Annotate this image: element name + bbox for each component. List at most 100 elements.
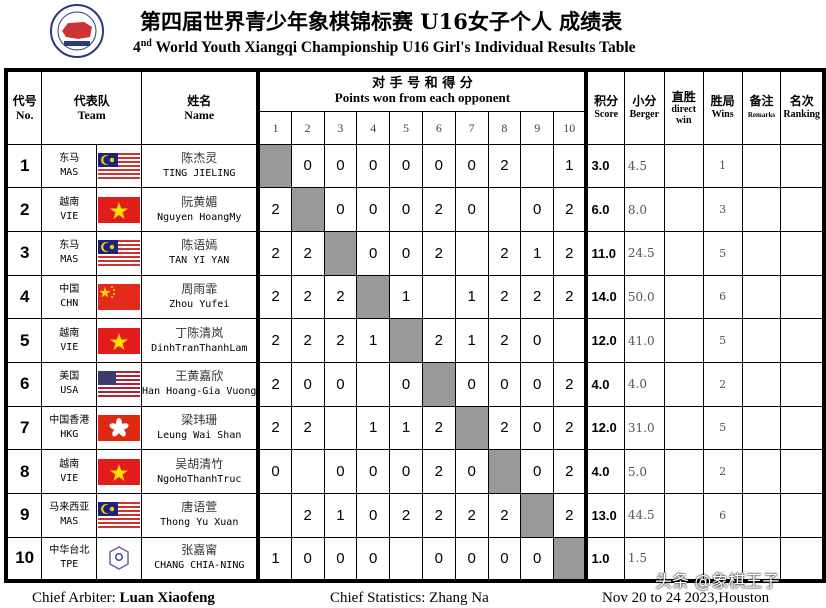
self-cell	[323, 230, 358, 276]
name-cn: 周雨霏	[181, 281, 218, 296]
player-name: 王黄嘉欣 Han Hoang-Gia Vuong	[141, 361, 261, 407]
berger: 4.0	[623, 361, 665, 407]
date-place: Nov 20 to 24 2023,Houston	[602, 590, 770, 606]
header-name: 姓名 Name	[141, 69, 261, 145]
points-cell: 1	[389, 274, 423, 320]
team-en: TPE	[60, 559, 79, 571]
table-row: 8 越南 VIE 吴胡清竹 NgoHoThanhTruc 0 0 0 0 2 0 0 2 4.0 5.0 2	[5, 449, 825, 494]
points-cell: 1	[356, 318, 391, 363]
flag-cell	[96, 449, 143, 494]
score: 13.0	[584, 493, 625, 538]
points-cell: 0	[323, 536, 358, 582]
points-cell: 0	[356, 187, 391, 232]
team-cn: 中国香港	[49, 414, 90, 426]
points-cell	[520, 143, 555, 189]
points-cell: 2	[421, 493, 456, 538]
points-cell: 1	[389, 405, 423, 451]
points-cell: 2	[487, 230, 522, 276]
name-en: Thong Yu Xuan	[160, 517, 239, 529]
team-cn: 美国	[59, 371, 80, 383]
team-code: 中国 CHN	[41, 274, 98, 320]
points-cell: 2	[520, 274, 555, 320]
header-no: 代号 No.	[5, 69, 43, 145]
malaysia-flag-icon	[98, 502, 141, 529]
points-cell: 2	[257, 318, 292, 363]
name-en: CHANG CHIA-NING	[154, 560, 245, 572]
points-cell: 2	[454, 493, 489, 538]
team-en: VIE	[60, 210, 79, 222]
opponent-header-7: 7	[454, 110, 489, 145]
direct-win	[663, 493, 704, 538]
berger: 8.0	[623, 187, 665, 232]
team-cn: 越南	[59, 327, 80, 339]
ranking	[780, 493, 825, 538]
points-cell: 2	[421, 187, 456, 232]
remarks	[741, 449, 782, 494]
remarks	[741, 187, 782, 232]
points-cell: 0	[389, 230, 423, 276]
team-code: 越南 VIE	[41, 449, 98, 494]
opponent-header-10: 10	[553, 110, 587, 145]
opponent-header-8: 8	[487, 110, 522, 145]
header-wins: 胜局 Wins	[702, 69, 743, 145]
team-code: 东马 MAS	[41, 230, 98, 276]
direct-win	[663, 274, 704, 320]
name-cn: 陈语嫣	[181, 238, 218, 253]
points-cell: 2	[323, 274, 358, 320]
flag-cell	[96, 536, 143, 582]
points-cell: 0	[454, 536, 489, 582]
points-cell: 2	[421, 230, 456, 276]
malaysia-flag-icon	[98, 240, 141, 267]
opponent-header-3: 3	[323, 110, 358, 145]
team-en: MAS	[60, 254, 79, 266]
player-name: 梁玮珊 Leung Wai Shan	[141, 405, 261, 451]
wins	[702, 536, 743, 582]
points-cell: 0	[520, 405, 555, 451]
chinese-taipei-flag-icon	[98, 545, 141, 572]
opponent-header-4: 4	[356, 110, 391, 145]
points-cell: 0	[323, 187, 358, 232]
player-no: 8	[5, 449, 43, 494]
ranking	[780, 187, 825, 232]
direct-win	[663, 536, 704, 582]
table-row: 9 马来西亚 MAS 唐语萱 Thong Yu Xuan 2 1 0 2 2 2 2 2 13.0 44.5…	[5, 493, 825, 538]
remarks	[741, 361, 782, 407]
self-cell	[356, 274, 391, 320]
wins: 5	[702, 318, 743, 363]
player-name: 阮黄媚 Nguyen HoangMy	[141, 187, 261, 232]
points-cell: 0	[520, 361, 555, 407]
points-cell: 1	[454, 318, 489, 363]
vietnam-flag-icon	[98, 196, 141, 223]
player-name: 陈杰灵 TING JIELING	[141, 143, 261, 189]
name-en: NgoHoThanhTruc	[157, 473, 242, 485]
wins: 5	[702, 230, 743, 276]
team-en: HKG	[60, 428, 79, 440]
ranking	[780, 274, 825, 320]
score: 4.0	[584, 449, 625, 494]
name-cn: 梁玮珊	[181, 412, 218, 427]
wins: 2	[702, 449, 743, 494]
points-cell: 2	[290, 230, 325, 276]
score: 3.0	[584, 143, 625, 189]
team-cn: 越南	[59, 458, 80, 470]
points-cell: 0	[487, 536, 522, 582]
flag-cell	[96, 143, 143, 189]
berger: 41.0	[623, 318, 665, 363]
championship-logo	[50, 4, 104, 58]
points-cell: 0	[290, 536, 325, 582]
header-score: 积分 Score	[584, 69, 625, 145]
ranking	[780, 143, 825, 189]
opponent-header-6: 6	[421, 110, 456, 145]
points-cell: 0	[389, 361, 423, 407]
wins: 6	[702, 274, 743, 320]
points-cell	[421, 274, 456, 320]
player-name: 周雨霏 Zhou Yufei	[141, 274, 261, 320]
team-en: CHN	[60, 297, 79, 309]
flag-cell	[96, 493, 143, 538]
player-name: 张嘉甯 CHANG CHIA-NING	[141, 536, 261, 582]
usa-flag-icon	[98, 371, 141, 398]
name-cn: 阮黄媚	[181, 194, 218, 209]
score: 11.0	[584, 230, 625, 276]
points-cell: 2	[553, 230, 587, 276]
points-cell: 2	[487, 405, 522, 451]
